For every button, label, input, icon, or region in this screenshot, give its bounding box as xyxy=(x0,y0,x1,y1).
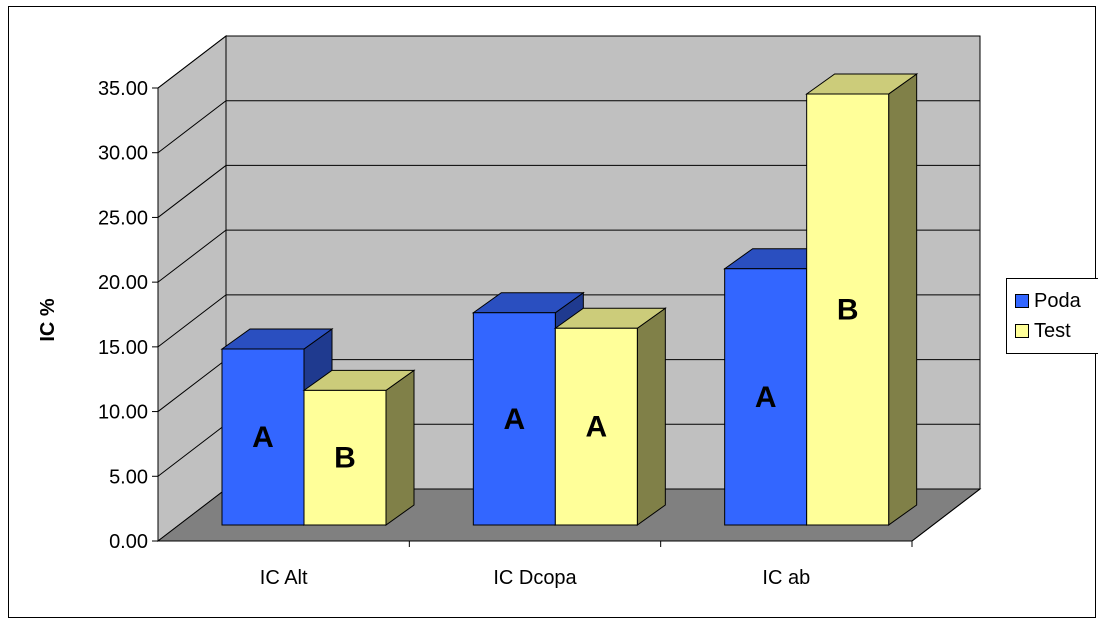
y-tick-label: 35.00 xyxy=(98,78,148,100)
bar-poda-0 xyxy=(221,348,305,526)
y-tick-label: 10.00 xyxy=(98,402,148,424)
bar-test-2 xyxy=(806,93,890,526)
bar-poda-1 xyxy=(472,312,556,526)
bar-label-test-2: B xyxy=(837,294,859,327)
y-tick-label: 5.00 xyxy=(109,466,148,488)
legend-item-poda: Poda xyxy=(1015,289,1081,313)
gridline xyxy=(157,229,980,283)
legend-swatch-poda xyxy=(1015,294,1029,308)
y-axis-title: IC % xyxy=(37,298,59,342)
bar-test-0 xyxy=(303,389,387,526)
bar-side-test-1 xyxy=(636,307,666,526)
x-tick-label: IC Dcopa xyxy=(493,567,577,589)
gridline xyxy=(157,164,980,218)
bar-side-test-2 xyxy=(888,73,918,526)
legend: Poda Test xyxy=(1006,278,1098,354)
y-tick-label: 25.00 xyxy=(98,207,148,229)
floor-edge xyxy=(911,488,981,542)
y-tick-label: 0.00 xyxy=(109,531,148,553)
chart-side-wall xyxy=(157,34,227,543)
bar-label-poda-2: A xyxy=(755,381,777,414)
bar-side-test-0 xyxy=(385,369,415,526)
bar-label-test-0: B xyxy=(334,442,356,475)
legend-item-test: Test xyxy=(1015,319,1071,343)
bar-label-test-1: A xyxy=(585,411,607,444)
y-tick-label: 30.00 xyxy=(98,143,148,165)
x-tick-label: IC ab xyxy=(762,567,810,589)
bar-label-poda-1: A xyxy=(503,403,525,436)
bar-poda-2 xyxy=(724,268,808,526)
bar-label-poda-0: A xyxy=(252,421,274,454)
y-tick-label: 20.00 xyxy=(98,272,148,294)
y-tick-label: 15.00 xyxy=(98,337,148,359)
legend-label-poda: Poda xyxy=(1034,289,1081,312)
gridline xyxy=(157,100,980,154)
legend-swatch-test xyxy=(1015,324,1029,338)
x-tick-label: IC Alt xyxy=(260,567,308,589)
bar-test-1 xyxy=(554,327,638,526)
gridline xyxy=(157,35,980,89)
legend-label-test: Test xyxy=(1034,319,1071,342)
